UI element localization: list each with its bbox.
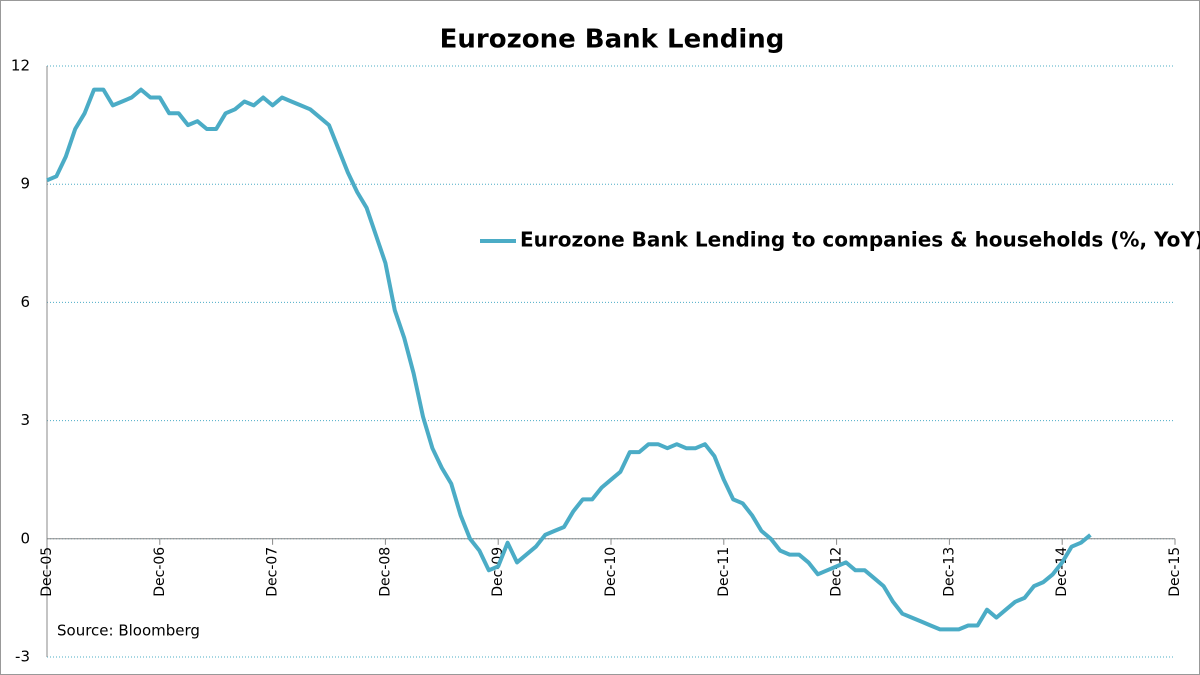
x-tick-label: Dec-08 bbox=[377, 547, 393, 597]
data-line bbox=[46, 87, 1092, 632]
x-tick-label: Dec-11 bbox=[716, 547, 732, 597]
chart-title: Eurozone Bank Lending bbox=[440, 25, 785, 55]
y-tick-label: 9 bbox=[20, 175, 30, 193]
x-tick-label: Dec-13 bbox=[941, 547, 957, 597]
legend-label: Eurozone Bank Lending to companies & hou… bbox=[520, 228, 1200, 252]
x-tick-label: Dec-07 bbox=[265, 547, 281, 597]
x-tick-label: Dec-10 bbox=[603, 547, 619, 597]
y-tick-label: 0 bbox=[20, 529, 30, 547]
y-tick-label: 12 bbox=[11, 57, 30, 75]
y-tick-label: 3 bbox=[20, 411, 30, 429]
x-tick-label: Dec-06 bbox=[152, 547, 168, 597]
x-tick-label: Dec-05 bbox=[39, 547, 55, 597]
y-tick-label: -3 bbox=[15, 648, 30, 666]
x-tick-label: Dec-15 bbox=[1167, 547, 1183, 597]
x-tick-label: Dec-12 bbox=[829, 547, 845, 597]
source-note: Source: Bloomberg bbox=[57, 622, 200, 640]
y-tick-label: 6 bbox=[20, 293, 30, 311]
